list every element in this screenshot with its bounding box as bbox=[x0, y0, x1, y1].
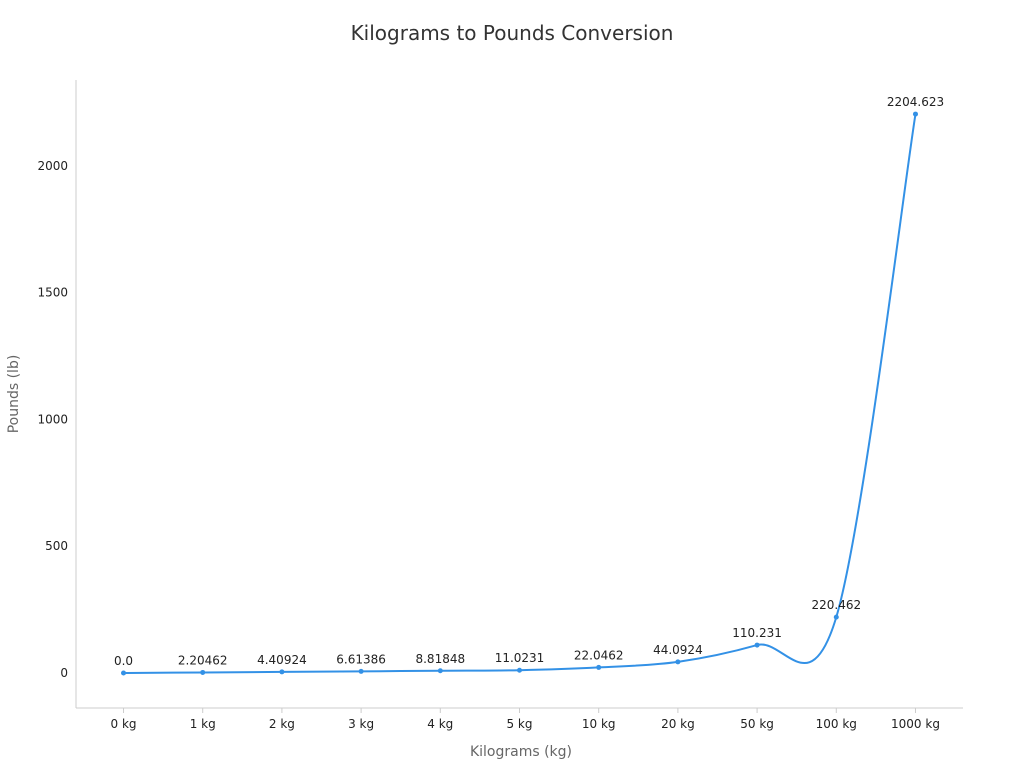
data-point bbox=[754, 642, 760, 648]
x-tick-label: 4 kg bbox=[427, 717, 453, 731]
data-label: 0.0 bbox=[114, 654, 133, 668]
y-axis-label: Pounds (lb) bbox=[6, 355, 22, 434]
y-tick-label: 1500 bbox=[37, 286, 68, 300]
data-label: 44.0924 bbox=[653, 643, 703, 657]
data-point bbox=[121, 670, 127, 676]
data-point bbox=[200, 669, 206, 675]
x-tick-label: 10 kg bbox=[582, 717, 616, 731]
series-line bbox=[123, 113, 917, 675]
data-label: 22.0462 bbox=[574, 648, 624, 662]
data-label: 110.231 bbox=[732, 626, 782, 640]
data-label: 2204.623 bbox=[887, 95, 944, 109]
x-tick-label: 50 kg bbox=[740, 717, 774, 731]
x-tick-label: 100 kg bbox=[816, 717, 857, 731]
data-point bbox=[437, 668, 443, 674]
data-label: 2.20462 bbox=[178, 653, 228, 667]
data-point bbox=[596, 664, 602, 670]
y-tick-label: 2000 bbox=[37, 159, 68, 173]
data-label: 4.40924 bbox=[257, 653, 307, 667]
y-tick-label: 500 bbox=[45, 539, 68, 553]
data-point bbox=[358, 668, 364, 674]
x-tick-label: 1 kg bbox=[190, 717, 216, 731]
data-point bbox=[517, 667, 522, 673]
data-label: 11.0231 bbox=[495, 651, 545, 665]
y-tick-label: 1000 bbox=[37, 412, 68, 426]
data-point bbox=[675, 659, 681, 665]
data-label: 220.462 bbox=[811, 598, 861, 612]
x-tick-label: 1000 kg bbox=[891, 717, 940, 731]
data-point bbox=[912, 111, 918, 117]
x-tick-label: 3 kg bbox=[348, 717, 374, 731]
chart-title: Kilograms to Pounds Conversion bbox=[351, 21, 674, 45]
x-tick-label: 0 kg bbox=[111, 717, 137, 731]
data-point bbox=[833, 614, 839, 620]
x-tick-label: 2 kg bbox=[269, 717, 295, 731]
data-point bbox=[279, 669, 285, 675]
x-tick-label: 20 kg bbox=[661, 717, 695, 731]
y-tick-label: 0 bbox=[60, 666, 68, 680]
data-label: 8.81848 bbox=[415, 652, 465, 666]
x-axis-label: Kilograms (kg) bbox=[470, 744, 572, 760]
x-tick-label: 5 kg bbox=[506, 717, 532, 731]
data-label: 6.61386 bbox=[336, 652, 386, 666]
